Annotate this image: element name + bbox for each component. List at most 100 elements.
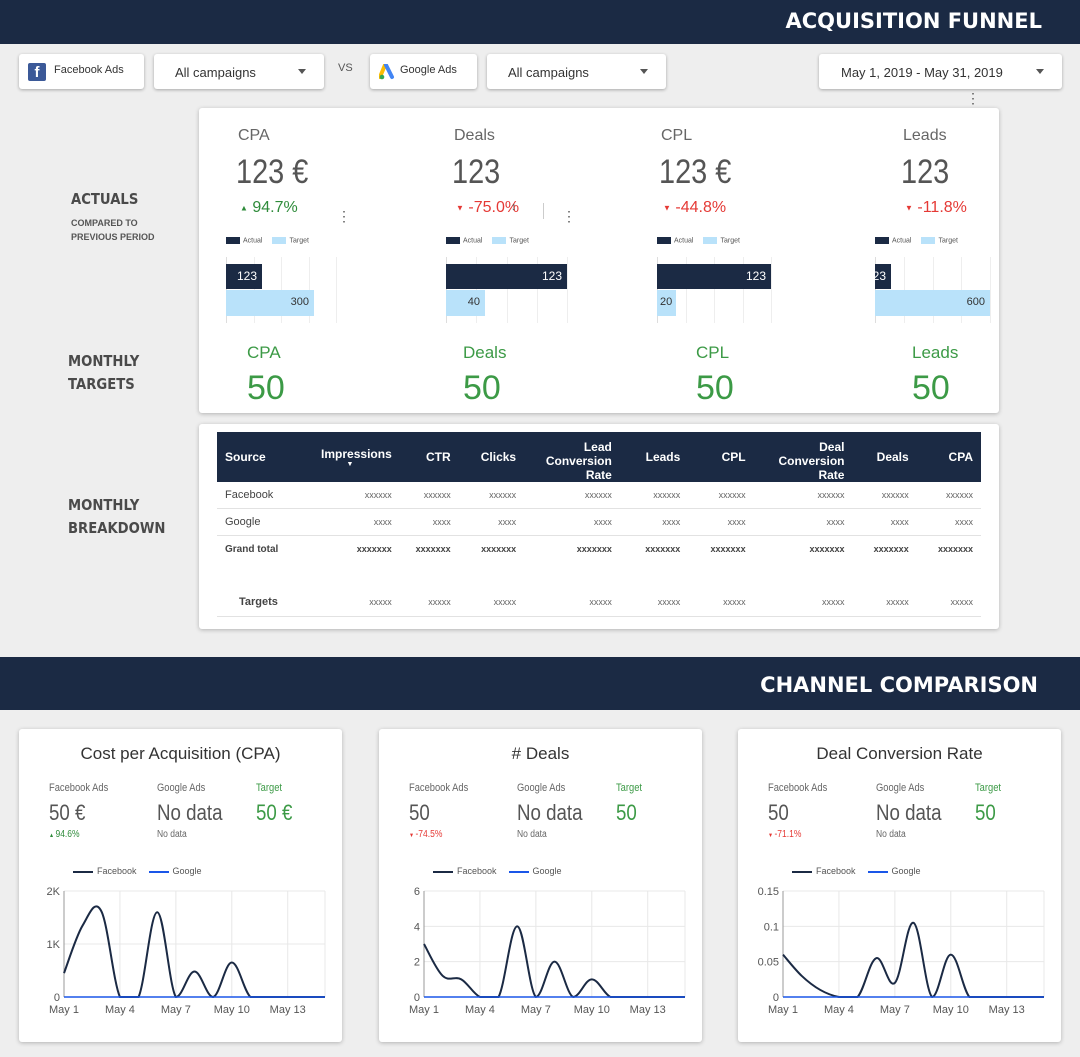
table-cell: xxxxx: [852, 588, 917, 617]
column-header[interactable]: Impressions ▼: [300, 432, 400, 482]
target-bar: 40: [446, 290, 485, 316]
column-header-label: Lead Conversion Rate: [545, 440, 612, 482]
table-cell: xxxxx: [458, 588, 525, 617]
facebook-ads-delta: ▲ 94.6%: [49, 829, 80, 840]
kpi-delta: ▼ -11.8%: [905, 199, 967, 217]
legend-swatch-target: [703, 237, 718, 244]
column-header[interactable]: Source: [217, 432, 301, 482]
target-name: CPL: [696, 343, 730, 362]
monthly-targets-label: MONTHLY TARGETS: [68, 350, 139, 396]
more-options-icon[interactable]: ⋮: [562, 208, 576, 224]
column-header-label: CPA: [948, 450, 973, 464]
legend-label: Facebook: [457, 866, 497, 876]
table-cell: xxxxx: [399, 588, 459, 617]
target-value: 50: [616, 800, 637, 825]
target-label: Target: [256, 782, 282, 794]
monthly-targets-line1: MONTHLY: [68, 352, 140, 370]
table-cell: xxxxxx: [399, 482, 459, 509]
bar-gridline: [336, 257, 337, 323]
column-header-label: Deal Conversion Rate: [778, 440, 845, 482]
facebook-ads-value: 50: [409, 800, 430, 825]
column-header[interactable]: Deals: [852, 432, 917, 482]
campaign-b-dropdown[interactable]: All campaigns: [487, 54, 666, 89]
actuals-subtitle-line1: COMPARED TO: [71, 218, 138, 228]
kpi-value: 123 €: [659, 153, 732, 191]
arrow-down-icon: ▼: [456, 203, 464, 213]
column-header[interactable]: Clicks: [458, 432, 525, 482]
legend-actual-label: Actual: [463, 237, 483, 245]
table-cell: xxxxx: [300, 588, 400, 617]
legend-swatch: [73, 870, 93, 873]
table-cell: xxxxxxx: [937, 544, 973, 554]
targets-row[interactable]: Targets xxxxx xxxxx xxxxx xxxxx xxxxx xxxxx xxx…: [217, 588, 981, 617]
column-header[interactable]: Leads: [619, 432, 689, 482]
kpi-name: CPL: [661, 127, 693, 144]
more-options-icon[interactable]: ⋮: [966, 90, 980, 106]
x-tick-label: May 7: [161, 1004, 191, 1016]
actuals-subtitle: COMPARED TO PREVIOUS PERIOD: [71, 216, 155, 244]
table-cell: xxxx: [753, 508, 853, 536]
sort-az-icon[interactable]: ↕: [511, 201, 517, 213]
facebook-ads-value: 50 €: [49, 800, 86, 825]
monthly-breakdown-label: MONTHLY BREAKDOWN: [68, 494, 165, 540]
page-title: ACQUISITION FUNNEL: [785, 9, 1042, 33]
source-b-label: Google Ads: [400, 64, 457, 76]
column-header-label: CPL: [721, 450, 746, 464]
column-header[interactable]: CTR: [399, 432, 459, 482]
column-header[interactable]: Lead Conversion Rate: [524, 432, 620, 482]
breakdown-table: Source Impressions ▼ CTR Clicks Lead Conversi…: [217, 432, 981, 617]
x-tick-label: May 10: [214, 1004, 250, 1016]
legend-target-label: Target: [289, 237, 309, 245]
channel-comparison-header: CHANNEL COMPARISON: [0, 657, 1080, 710]
facebook-ads-delta: ▼ -74.5%: [409, 829, 442, 840]
google-ads-label: Google Ads: [157, 782, 206, 794]
arrow-down-icon: ▼: [409, 833, 416, 839]
table-cell: xxxx: [300, 508, 400, 536]
table-row[interactable]: Grand total xxxxxxx xxxxxxx xxxxxxx xxxxxxx x…: [217, 536, 981, 563]
source-b-selector[interactable]: Google Ads: [370, 54, 477, 89]
x-tick-label: May 1: [49, 1004, 79, 1016]
target-bar-label: 600: [966, 296, 985, 308]
legend-swatch: [148, 870, 169, 873]
spacer-row: [217, 562, 981, 588]
arrow-down-icon: ▼: [768, 833, 775, 839]
column-header[interactable]: Deal Conversion Rate: [753, 432, 853, 482]
facebook-ads-value: 50: [768, 800, 789, 825]
table-cell: xxxxx: [524, 588, 620, 617]
facebook-icon: f: [28, 63, 46, 81]
table-row[interactable]: Facebook xxxxxx xxxxxx xxxxxx xxxxxx xxxxxx xx…: [217, 482, 981, 509]
kpi-name: Leads: [903, 127, 947, 144]
google-ads-sub: No data: [517, 829, 547, 840]
y-tick-label: 2: [414, 957, 420, 969]
more-options-icon[interactable]: ⋮: [337, 208, 351, 224]
target-name: Leads: [912, 343, 959, 362]
column-header[interactable]: CPL: [688, 432, 754, 482]
chart-title: Cost per Acquisition (CPA): [80, 744, 281, 763]
table-cell: xxxxxxx: [356, 544, 392, 554]
google-ads-value: No data: [157, 800, 223, 825]
table-row[interactable]: Google xxxx xxxx xxxx xxxx xxxx xxxx xxxx xxxx xx…: [217, 508, 981, 536]
legend-target-label: Target: [720, 237, 740, 245]
toolbar-divider: [543, 203, 544, 219]
table-cell: xxxxxx: [688, 482, 754, 509]
table-cell: xxxx: [399, 508, 459, 536]
legend-swatch-target: [921, 237, 936, 244]
column-header[interactable]: CPA: [916, 432, 981, 482]
facebook-ads-delta: ▼ -71.1%: [768, 829, 801, 840]
facebook-ads-delta-value: 94.6%: [55, 829, 80, 840]
vs-label: VS: [338, 62, 353, 74]
legend-label: Google: [172, 866, 202, 876]
target-bar-label: 40: [467, 296, 480, 308]
google-ads-label: Google Ads: [876, 782, 925, 794]
target-name: Deals: [463, 343, 507, 362]
legend-label: Google: [891, 866, 921, 876]
chart-title: # Deals: [511, 744, 570, 763]
target-bar: 300: [226, 290, 314, 316]
bar-gridline: [537, 257, 538, 323]
campaign-a-dropdown[interactable]: All campaigns: [154, 54, 324, 89]
date-range-picker[interactable]: May 1, 2019 - May 31, 2019: [819, 54, 1062, 89]
source-a-selector[interactable]: f Facebook Ads: [19, 54, 144, 89]
facebook-ads-label: Facebook Ads: [49, 782, 109, 794]
table-cell: xxxx: [524, 508, 620, 536]
bar-gridline: [686, 257, 687, 323]
